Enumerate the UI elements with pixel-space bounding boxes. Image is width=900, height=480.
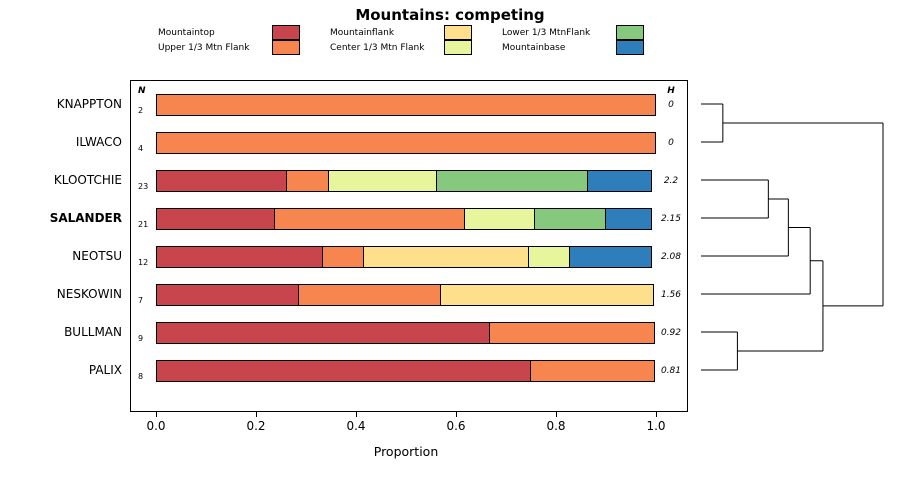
legend-item: Center 1/3 Mtn Flank [330,40,472,55]
row-label: KNAPPTON [56,97,122,111]
stacked-bar [156,246,652,268]
x-tick-label: 0.6 [446,419,466,433]
n-value: 7 [138,296,144,305]
n-value: 8 [138,372,144,381]
legend-label: Mountainflank [330,27,395,38]
bar-segment [530,360,655,382]
row-label: ILWACO [75,135,122,149]
x-tick-mark [356,412,357,417]
bar-segment [586,170,652,192]
bar-segment [156,246,323,268]
legend-swatch [616,25,644,40]
n-value: 21 [138,220,149,229]
h-value: 2.2 [663,176,679,186]
n-value: 9 [138,334,144,343]
plot-area: N H 2 0 4 0 23 2.2 21 2.15 12 2.08 7 1.56 9 0.92 8 0.81 [130,80,688,412]
bar-segment [568,246,652,268]
x-tick-mark [256,412,257,417]
x-tick-mark [556,412,557,417]
h-value: 2.08 [660,252,682,262]
x-tick-mark [156,412,157,417]
h-value: 2.15 [660,214,682,224]
stacked-bar [156,132,656,154]
bar-segment [321,246,364,268]
row-label: BULLMAN [64,325,122,339]
legend-label: Center 1/3 Mtn Flank [330,42,425,53]
row-label: SALANDER [49,211,122,225]
chart-title: Mountains: competing [355,6,545,24]
h-value: 0 [668,138,674,148]
dendrogram [701,103,884,371]
stacked-bar [156,360,655,382]
h-value: 0.81 [660,366,682,376]
legend-swatch [444,40,472,55]
legend-label: Upper 1/3 Mtn Flank [158,42,250,53]
x-axis-title: Proportion [373,444,439,459]
bar-segment [156,132,656,154]
row-label: PALIX [88,363,122,377]
legend: Mountaintop Upper 1/3 Mtn Flank Mountainfl… [158,25,644,55]
h-value: 1.56 [660,290,682,300]
h-value: 0 [668,100,674,110]
legend-item: Mountainflank [330,25,472,40]
bar-segment [285,170,329,192]
stacked-bar [156,284,654,306]
bar-segment [528,246,570,268]
legend-label: Mountainbase [502,42,566,53]
stacked-bar [156,208,652,230]
row-label: NEOTSU [72,249,122,263]
n-value: 23 [138,182,149,191]
bar-segment [463,208,535,230]
x-tick-label: 0.4 [346,419,366,433]
legend-item: Lower 1/3 MtnFlank [502,25,644,40]
n-value: 2 [138,106,144,115]
stacked-bar [156,322,655,344]
row-label: KLOOTCHIE [53,173,122,187]
x-tick-mark [656,412,657,417]
x-tick-label: 1.0 [646,419,666,433]
bar-segment [534,208,606,230]
legend-item: Mountainbase [502,40,644,55]
bar-segment [298,284,441,306]
legend-label: Lower 1/3 MtnFlank [502,27,591,38]
legend-swatch [444,25,472,40]
bar-segment [156,170,287,192]
bar-segment [156,360,531,382]
bar-segment [156,94,656,116]
x-tick-mark [456,412,457,417]
stacked-bar [156,94,656,116]
x-tick-label: 0.8 [546,419,566,433]
bar-segment [274,208,465,230]
n-value: 4 [138,144,144,153]
n-value: 12 [138,258,149,267]
bar-segment [156,208,275,230]
h-value: 0.92 [660,328,682,338]
n-column-header: N [138,86,146,96]
legend-swatch [272,40,300,55]
bar-segment [328,170,437,192]
legend-swatch [272,25,300,40]
y-axis-labels: KNAPPTON ILWACO KLOOTCHIE SALANDER NEOTSU NES… [0,80,122,410]
bar-segment [362,246,529,268]
x-tick-label: 0.2 [246,419,266,433]
bar-segment [156,284,299,306]
bar-segment [435,170,588,192]
bar-segment [156,322,490,344]
row-label: NESKOWIN [56,287,122,301]
stacked-bar [156,170,652,192]
legend-label: Mountaintop [158,27,215,38]
x-tick-label: 0.0 [146,419,166,433]
h-column-header: H [667,86,675,96]
x-axis: 0.0 0.2 0.4 0.6 0.8 1.0 [0,412,900,452]
legend-item: Upper 1/3 Mtn Flank [158,40,300,55]
bar-segment [440,284,654,306]
legend-swatch [616,40,644,55]
bar-segment [604,208,652,230]
bar-segment [488,322,655,344]
legend-item: Mountaintop [158,25,300,40]
